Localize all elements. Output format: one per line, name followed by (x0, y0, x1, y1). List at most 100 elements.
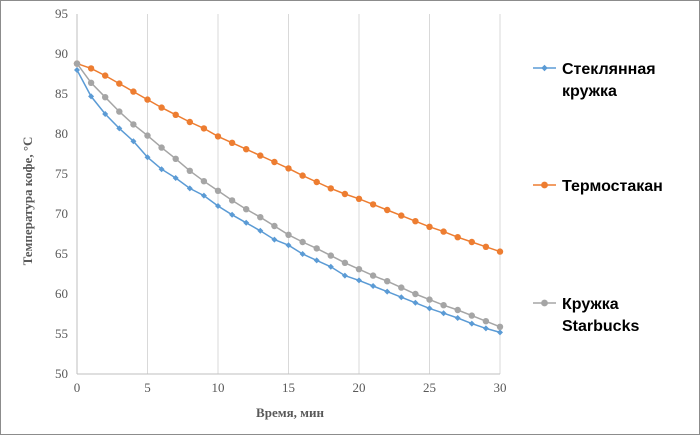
data-point (172, 175, 179, 181)
data-point (158, 104, 165, 111)
legend-marker (541, 181, 548, 189)
data-point (398, 294, 405, 301)
data-point (215, 203, 221, 209)
data-point (440, 310, 447, 317)
data-point (313, 257, 320, 264)
data-point (426, 305, 433, 312)
data-point (130, 121, 137, 128)
series-thermo-cup (73, 60, 504, 255)
data-point (482, 325, 489, 332)
y-tick-label-55: 55 (55, 326, 68, 341)
data-point (257, 227, 264, 234)
data-point (369, 272, 377, 279)
data-point (200, 192, 207, 199)
y-tick-label-60: 60 (55, 286, 68, 301)
data-point (214, 187, 222, 194)
data-point (299, 238, 306, 246)
data-point (88, 93, 95, 100)
data-point (482, 318, 490, 325)
data-point (186, 185, 193, 192)
data-point (384, 278, 391, 285)
data-point (74, 67, 80, 73)
data-point (285, 231, 292, 238)
data-point (271, 158, 278, 166)
legend: Стеклянная кружка Термостакан Кружка Starbuc… (533, 61, 663, 335)
y-tick-label-90: 90 (55, 46, 68, 61)
tick-labels: 0 5 10 15 20 25 30 50 55 60 65 70 75 80 85 90 95 (55, 6, 507, 395)
data-point (327, 252, 334, 259)
data-point (468, 238, 475, 246)
data-point (327, 185, 334, 192)
x-axis-title: Время, мин (256, 405, 324, 420)
data-point (229, 211, 236, 218)
data-point (102, 111, 109, 117)
data-point (228, 197, 236, 204)
y-tick-label-80: 80 (55, 126, 68, 141)
y-tick-label-65: 65 (55, 246, 68, 261)
legend-label: Термостакан (562, 178, 663, 195)
data-point (214, 133, 222, 140)
data-point (186, 118, 193, 126)
data-point (327, 263, 334, 270)
x-tick-label-10: 10 (212, 380, 225, 395)
data-point (454, 315, 461, 321)
data-point (355, 195, 363, 202)
data-point (186, 167, 193, 174)
y-axis-title: Температура кофе, °С (20, 137, 35, 266)
data-point (398, 212, 405, 219)
data-point (412, 290, 419, 298)
data-point (271, 222, 278, 230)
data-point (426, 296, 433, 303)
legend-label: кружка (562, 83, 617, 100)
data-point (116, 108, 123, 115)
data-point (496, 248, 504, 255)
y-tick-label-75: 75 (55, 166, 68, 181)
x-tick-label-25: 25 (423, 380, 436, 395)
data-point (257, 152, 264, 159)
data-point (243, 146, 250, 153)
data-point (313, 245, 320, 252)
data-point (144, 154, 151, 161)
y-tick-label-95: 95 (55, 6, 68, 21)
data-point (369, 201, 377, 208)
legend-label: Starbucks (562, 318, 639, 335)
data-point (468, 320, 475, 327)
data-point (243, 219, 250, 226)
data-point (116, 125, 123, 132)
y-tick-label-85: 85 (55, 86, 68, 101)
legend-item-glass-mug: Стеклянная кружка (533, 61, 656, 100)
data-point (200, 178, 208, 185)
data-point (384, 288, 391, 295)
data-point (102, 94, 109, 101)
data-point (454, 234, 461, 241)
data-point (158, 166, 165, 173)
data-point (440, 302, 447, 309)
data-point (285, 242, 292, 249)
data-point (370, 283, 377, 289)
data-point (482, 243, 490, 250)
data-point (144, 132, 151, 139)
data-point (398, 284, 405, 291)
data-point (341, 272, 348, 279)
data-point (341, 190, 349, 198)
data-point (412, 299, 419, 306)
axes (76, 14, 500, 375)
data-point (228, 139, 236, 146)
x-tick-label-20: 20 (353, 380, 366, 395)
legend-marker (541, 64, 548, 72)
data-point (468, 312, 475, 319)
x-tick-label-0: 0 (74, 380, 81, 395)
x-tick-label-15: 15 (282, 380, 295, 395)
data-point (313, 178, 320, 186)
data-point (440, 228, 447, 235)
vertical-gridlines (147, 14, 501, 374)
data-point (116, 80, 123, 87)
data-point (497, 329, 503, 336)
data-point (285, 165, 292, 172)
series (73, 60, 504, 336)
data-point (356, 277, 362, 284)
data-point (243, 206, 250, 213)
data-point (355, 266, 363, 273)
data-point (130, 138, 137, 145)
